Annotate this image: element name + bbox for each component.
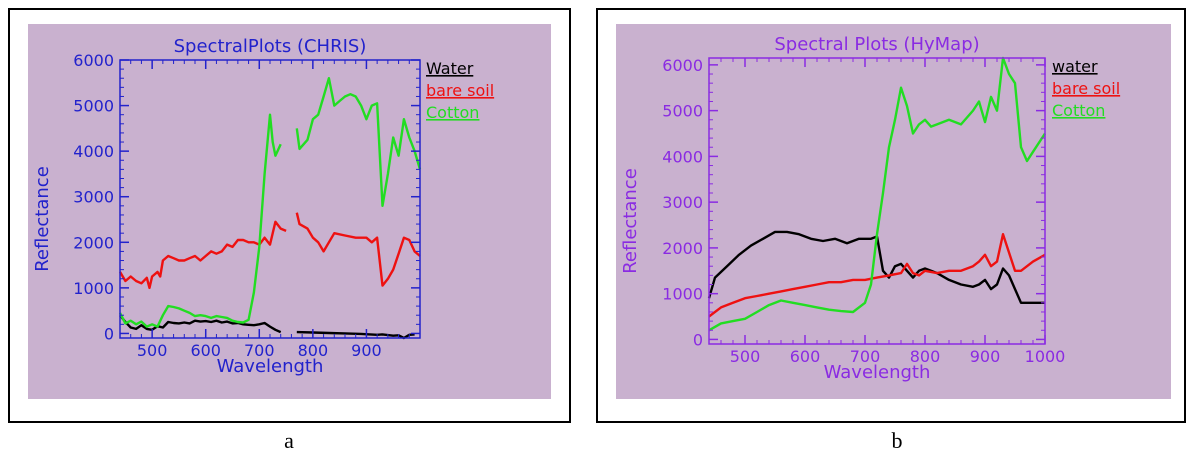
chart-a-title: SpectralPlots (CHRIS) bbox=[174, 36, 367, 57]
chart-b-title: Spectral Plots (HyMap) bbox=[774, 34, 979, 55]
chart-b-xtick-label-500: 500 bbox=[730, 347, 761, 366]
chart-b-xlabel: Wavelength bbox=[824, 362, 931, 383]
chart-b-ytick-label-0: 0 bbox=[693, 330, 703, 349]
chart-b-ytick-label-3000: 3000 bbox=[662, 193, 703, 212]
chart-a-xlabel: Wavelength bbox=[217, 356, 324, 377]
chart-b-line-water-0 bbox=[707, 230, 1045, 304]
panel-a-frame: 0 1000 2000 3000 4000 5000 6000 500 600 700 800 900… bbox=[8, 8, 571, 423]
chart-a-line-bare-soil-0 bbox=[118, 220, 287, 290]
chart-a-ytick-label-5000: 5000 bbox=[73, 97, 114, 116]
chart-b-line-cotton-0 bbox=[708, 56, 1047, 332]
chart-b-series-water bbox=[707, 230, 1045, 304]
chart-a-ytick-label-3000: 3000 bbox=[73, 188, 114, 207]
chart-b-ylabel: Reflectance bbox=[620, 168, 641, 274]
chart-a-xtick-label-800: 800 bbox=[298, 341, 329, 360]
chart-b-ytick-label-1000: 1000 bbox=[662, 285, 703, 304]
chart-b-ytick-label-2000: 2000 bbox=[662, 239, 703, 258]
chart-b-legend-water: water bbox=[1052, 57, 1098, 76]
chart-b-ytick-label-5000: 5000 bbox=[662, 102, 703, 121]
chart-a-line-cotton-1 bbox=[295, 77, 422, 208]
chart-b-xtick-label-800: 800 bbox=[910, 347, 941, 366]
chart-a-xtick-label-900: 900 bbox=[351, 341, 382, 360]
chart-a-ytick-label-6000: 6000 bbox=[73, 51, 114, 70]
chart-a-legend-bare-soil: bare soil bbox=[426, 81, 494, 100]
chart-b-xtick-label-900: 900 bbox=[970, 347, 1001, 366]
chart-a-ytick-label-0: 0 bbox=[104, 324, 114, 343]
chart-b-line-bare-soil-0 bbox=[708, 232, 1046, 318]
chart-b-legend-cotton: Cotton bbox=[1052, 101, 1105, 120]
panel-b-frame: 0 1000 2000 3000 4000 5000 6000 500 600 700 800 900… bbox=[596, 8, 1186, 423]
chart-a-xtick-label-600: 600 bbox=[190, 341, 221, 360]
chart-b-xtick-label-700: 700 bbox=[850, 347, 881, 366]
chart-a-series-cotton bbox=[118, 77, 422, 328]
caption-a: a bbox=[284, 428, 294, 453]
chart-b-series-cotton bbox=[708, 56, 1047, 332]
chart-b: 0 1000 2000 3000 4000 5000 6000 500 600 700 800 900… bbox=[616, 24, 1171, 399]
chart-a-line-cotton-0 bbox=[118, 113, 282, 328]
chart-b-xtick-label-1000: 1000 bbox=[1025, 347, 1066, 366]
chart-a-ytick-label-4000: 4000 bbox=[73, 142, 114, 161]
chart-a-xtick-label-500: 500 bbox=[137, 341, 168, 360]
caption-b: b bbox=[891, 428, 903, 453]
chart-b-ytick-label-6000: 6000 bbox=[662, 56, 703, 75]
chart-a-svg: 0 1000 2000 3000 4000 5000 6000 500 600 700 800 900… bbox=[28, 24, 551, 399]
chart-b-ytick-label-4000: 4000 bbox=[662, 147, 703, 166]
chart-a: 0 1000 2000 3000 4000 5000 6000 500 600 700 800 900… bbox=[28, 24, 551, 399]
chart-a-background bbox=[28, 24, 551, 399]
chart-b-svg: 0 1000 2000 3000 4000 5000 6000 500 600 700 800 900… bbox=[616, 24, 1171, 399]
chart-b-legend-bare-soil: bare soil bbox=[1052, 79, 1120, 98]
chart-a-line-water-0 bbox=[119, 314, 282, 334]
chart-a-ylabel: Reflectance bbox=[32, 166, 53, 272]
chart-a-series-bare-soil bbox=[118, 212, 421, 290]
chart-a-legend-cotton: Cotton bbox=[426, 103, 479, 122]
chart-b-xtick-label-600: 600 bbox=[790, 347, 821, 366]
chart-a-line-bare-soil-1 bbox=[295, 212, 421, 287]
chart-a-legend-water: Water bbox=[426, 59, 474, 78]
chart-a-ytick-label-2000: 2000 bbox=[73, 233, 114, 252]
chart-a-xtick-label-700: 700 bbox=[244, 341, 275, 360]
chart-b-series-bare-soil bbox=[708, 232, 1046, 318]
chart-a-ytick-label-1000: 1000 bbox=[73, 279, 114, 298]
